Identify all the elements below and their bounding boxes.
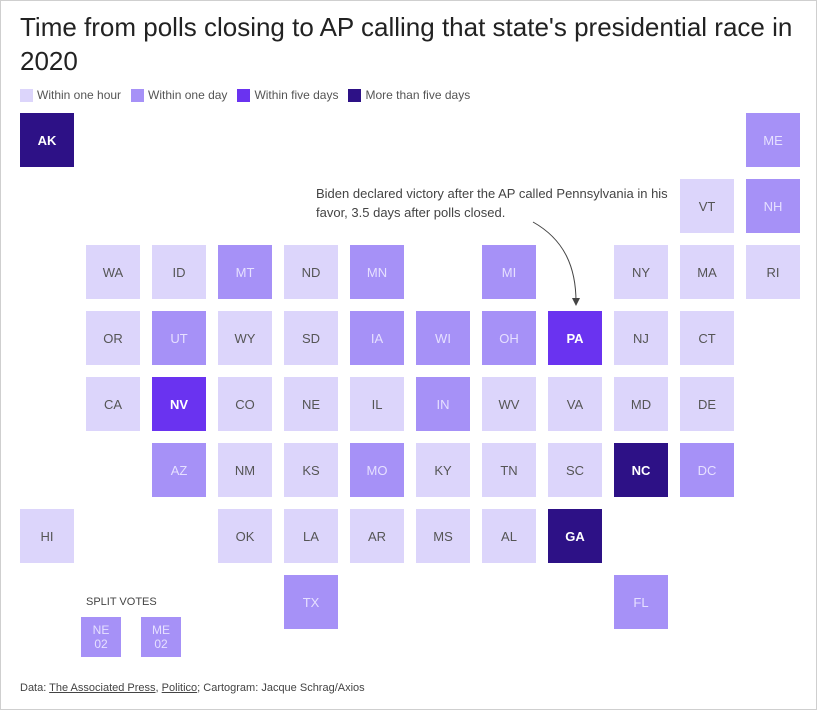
split-vote-state: ME — [152, 623, 170, 637]
state-tile-me: ME — [746, 113, 800, 167]
state-tile-nv: NV — [152, 377, 206, 431]
state-tile-ar: AR — [350, 509, 404, 563]
source-separator: , — [155, 682, 162, 694]
state-tile-ma: MA — [680, 245, 734, 299]
state-tile-mt: MT — [218, 245, 272, 299]
legend-item-more-than-five-days: More than five days — [348, 88, 470, 102]
legend-label: Within five days — [254, 88, 339, 102]
state-tile-nj: NJ — [614, 311, 668, 365]
state-tile-or: OR — [86, 311, 140, 365]
legend-label: More than five days — [365, 88, 471, 102]
state-tile-tx: TX — [284, 575, 338, 629]
legend-swatch — [131, 88, 145, 102]
source-note: Data: The Associated Press, Politico; Ca… — [20, 682, 365, 694]
state-tile-ne: NE — [284, 377, 338, 431]
state-tile-pa: PA — [548, 311, 602, 365]
state-tile-ga: GA — [548, 509, 602, 563]
source-link-ap[interactable]: The Associated Press — [49, 682, 156, 694]
state-tile-mo: MO — [350, 443, 404, 497]
state-tile-ca: CA — [86, 377, 140, 431]
source-prefix: Data: — [20, 682, 50, 694]
state-tile-wy: WY — [218, 311, 272, 365]
state-tile-mi: MI — [482, 245, 536, 299]
legend-item-within-one-hour: Within one hour — [20, 88, 121, 102]
state-tile-al: AL — [482, 509, 536, 563]
state-tile-va: VA — [548, 377, 602, 431]
legend-item-within-five-days: Within five days — [237, 88, 338, 102]
source-suffix: ; Cartogram: Jacque Schrag/Axios — [197, 682, 365, 694]
state-tile-nh: NH — [746, 179, 800, 233]
state-tile-tn: TN — [482, 443, 536, 497]
state-tile-id: ID — [152, 245, 206, 299]
state-tile-ms: MS — [416, 509, 470, 563]
state-tile-in: IN — [416, 377, 470, 431]
state-tile-md: MD — [614, 377, 668, 431]
legend-item-within-one-day: Within one day — [131, 88, 227, 102]
state-tile-nm: NM — [218, 443, 272, 497]
state-tile-ut: UT — [152, 311, 206, 365]
state-tile-hi: HI — [20, 509, 74, 563]
state-tile-mn: MN — [350, 245, 404, 299]
state-tile-ok: OK — [218, 509, 272, 563]
legend-label: Within one hour — [37, 88, 122, 102]
split-vote-tile-me-02: ME 02 — [141, 617, 181, 657]
state-tile-wv: WV — [482, 377, 536, 431]
legend-label: Within one day — [148, 88, 228, 102]
state-tile-nd: ND — [284, 245, 338, 299]
state-tile-oh: OH — [482, 311, 536, 365]
state-tile-nc: NC — [614, 443, 668, 497]
legend-swatch — [237, 88, 251, 102]
split-vote-tile-ne-02: NE 02 — [81, 617, 121, 657]
split-vote-district: 02 — [94, 637, 108, 651]
state-tile-sc: SC — [548, 443, 602, 497]
chart-title: Time from polls closing to AP calling th… — [20, 12, 793, 76]
state-tile-ak: AK — [20, 113, 74, 167]
state-tile-az: AZ — [152, 443, 206, 497]
state-tile-ny: NY — [614, 245, 668, 299]
state-tile-ct: CT — [680, 311, 734, 365]
legend-swatch — [20, 88, 33, 102]
legend: Within one hour Within one day Within fi… — [20, 88, 470, 102]
state-tile-ri: RI — [746, 245, 800, 299]
split-votes-label: SPLIT VOTES — [86, 596, 157, 608]
state-tile-il: IL — [350, 377, 404, 431]
split-vote-state: NE — [92, 623, 110, 637]
state-tile-ia: IA — [350, 311, 404, 365]
state-tile-vt: VT — [680, 179, 734, 233]
state-tile-wi: WI — [416, 311, 470, 365]
state-tile-ks: KS — [284, 443, 338, 497]
source-link-politico[interactable]: Politico — [161, 682, 198, 694]
pennsylvania-annotation: Biden declared victory after the AP call… — [316, 186, 668, 220]
state-tile-la: LA — [284, 509, 338, 563]
legend-swatch — [348, 88, 362, 102]
state-tile-ky: KY — [416, 443, 470, 497]
split-vote-district: 02 — [154, 637, 168, 651]
state-tile-de: DE — [680, 377, 734, 431]
state-tile-wa: WA — [86, 245, 140, 299]
state-tile-sd: SD — [284, 311, 338, 365]
state-tile-dc: DC — [680, 443, 734, 497]
state-tile-co: CO — [218, 377, 272, 431]
state-tile-fl: FL — [614, 575, 668, 629]
